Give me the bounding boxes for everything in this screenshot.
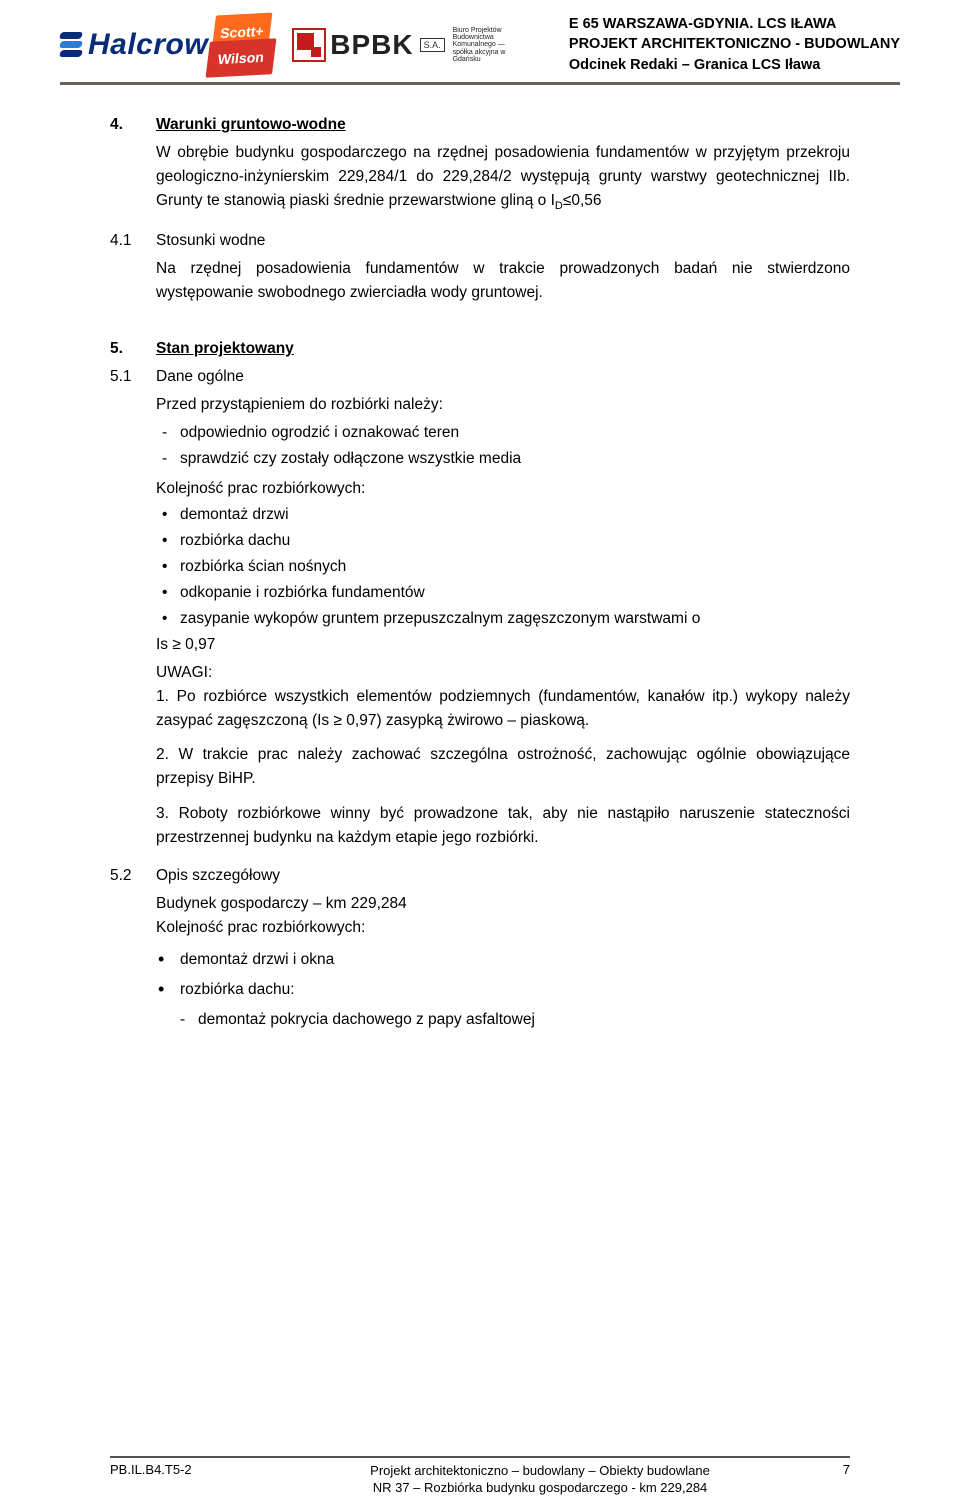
remarks-label: UWAGI: xyxy=(156,661,850,685)
sequence-label-2: Kolejność prac rozbiórkowych: xyxy=(156,916,850,940)
footer-rule xyxy=(110,1456,850,1458)
seq-item-3: rozbiórka ścian nośnych xyxy=(156,555,850,579)
detail-item-2: rozbiórka dachu: xyxy=(156,978,850,1002)
remark-2: 2. W trakcie prac należy zachować szczeg… xyxy=(156,743,850,791)
halcrow-logo: Halcrow xyxy=(60,28,208,62)
section-5-heading: 5. Stan projektowany xyxy=(110,337,850,361)
section-4-1-title: Stosunki wodne xyxy=(156,229,850,253)
section-5-2-number: 5.2 xyxy=(110,864,156,888)
bpbk-logo-text: BPBK xyxy=(330,29,413,61)
page-header: Halcrow Scott+ Wilson BPBK S.A. Biuro Pr… xyxy=(0,0,960,76)
section-5-1-number: 5.1 xyxy=(110,365,156,389)
header-line-2: PROJEKT ARCHITEKTONICZNO - BUDOWLANY xyxy=(569,34,900,54)
wilson-badge: Wilson xyxy=(206,38,277,77)
section-4-paragraph: W obrębie budynku gospodarczego na rzędn… xyxy=(156,141,850,215)
section-4-p1-b: ≤0,56 xyxy=(563,192,602,209)
header-line-1: E 65 WARSZAWA-GDYNIA. LCS IŁAWA xyxy=(569,14,900,34)
section-5-1-title: Dane ogólne xyxy=(156,365,850,389)
section-4-p1-a: W obrębie budynku gospodarczego na rzędn… xyxy=(156,144,850,209)
remark-3: 3. Roboty rozbiórkowe winny być prowadzo… xyxy=(156,802,850,850)
bpbk-subtitle: Biuro Projektów Budownictwa Komunalnego … xyxy=(453,27,525,64)
remark-1: 1. Po rozbiórce wszystkich elementów pod… xyxy=(156,685,850,733)
detail-item-1: demontaż drzwi i okna xyxy=(156,948,850,972)
section-5-1-body: Przed przystąpieniem do rozbiórki należy… xyxy=(110,393,850,859)
section-5-1-heading: 5.1 Dane ogólne xyxy=(110,365,850,389)
section-4-1-heading: 4.1 Stosunki wodne xyxy=(110,229,850,253)
section-5-2-title: Opis szczegółowy xyxy=(156,864,850,888)
section-4-1-paragraph-row: Na rzędnej posadowienia fundamentów w tr… xyxy=(110,257,850,315)
logo-group: Halcrow Scott+ Wilson BPBK S.A. Biuro Pr… xyxy=(60,14,525,76)
pre-demolition-item-1: odpowiednio ogrodzić i oznakować teren xyxy=(156,421,850,445)
section-5-2-body: Budynek gospodarczy – km 229,284 Kolejno… xyxy=(110,892,850,1034)
section-4-1-paragraph: Na rzędnej posadowienia fundamentów w tr… xyxy=(156,257,850,305)
scott-wilson-logo: Scott+ Wilson xyxy=(208,14,280,76)
footer-title: Projekt architektoniczno – budowlany – O… xyxy=(290,1462,790,1497)
section-4-p1-sub: D xyxy=(555,200,563,212)
footer-page-number: 7 xyxy=(790,1462,850,1477)
halcrow-waves-icon xyxy=(60,32,82,59)
seq-item-5: zasypanie wykopów gruntem przepuszczalny… xyxy=(156,607,850,631)
section-4-heading: 4. Warunki gruntowo-wodne xyxy=(110,113,850,137)
document-body: 4. Warunki gruntowo-wodne W obrębie budy… xyxy=(0,85,960,1034)
footer-title-line-2: NR 37 – Rozbiórka budynku gospodarczego … xyxy=(290,1479,790,1497)
header-project-info: E 65 WARSZAWA-GDYNIA. LCS IŁAWA PROJEKT … xyxy=(569,14,900,75)
sequence-label: Kolejność prac rozbiórkowych: xyxy=(156,477,850,501)
bpbk-square-icon xyxy=(292,28,326,62)
halcrow-logo-text: Halcrow xyxy=(88,28,208,62)
bpbk-sa-badge: S.A. xyxy=(420,38,445,52)
seq-item-4: odkopanie i rozbiórka fundamentów xyxy=(156,581,850,605)
footer-title-line-1: Projekt architektoniczno – budowlany – O… xyxy=(290,1462,790,1480)
section-4-number: 4. xyxy=(110,113,156,137)
bpbk-logo: BPBK S.A. Biuro Projektów Budownictwa Ko… xyxy=(292,27,524,64)
detail-item-2-sub: demontaż pokrycia dachowego z papy asfal… xyxy=(174,1008,850,1032)
building-ref: Budynek gospodarczy – km 229,284 xyxy=(156,892,850,916)
section-4-1-number: 4.1 xyxy=(110,229,156,253)
section-5-2-heading: 5.2 Opis szczegółowy xyxy=(110,864,850,888)
section-5-title: Stan projektowany xyxy=(156,337,850,361)
footer-doc-code: PB.IL.B4.T5-2 xyxy=(110,1462,290,1477)
seq-item-1: demontaż drzwi xyxy=(156,503,850,527)
section-4-paragraph-row: W obrębie budynku gospodarczego na rzędn… xyxy=(110,141,850,225)
seq-item-5-line2: Is ≥ 0,97 xyxy=(156,633,850,657)
page-footer: PB.IL.B4.T5-2 Projekt architektoniczno –… xyxy=(0,1456,960,1497)
pre-demolition-intro: Przed przystąpieniem do rozbiórki należy… xyxy=(156,393,850,417)
section-4-title: Warunki gruntowo-wodne xyxy=(156,113,850,137)
header-line-3: Odcinek Redaki – Granica LCS Iława xyxy=(569,55,900,75)
section-5-number: 5. xyxy=(110,337,156,361)
seq-item-2: rozbiórka dachu xyxy=(156,529,850,553)
pre-demolition-item-2: sprawdzić czy zostały odłączone wszystki… xyxy=(156,447,850,471)
